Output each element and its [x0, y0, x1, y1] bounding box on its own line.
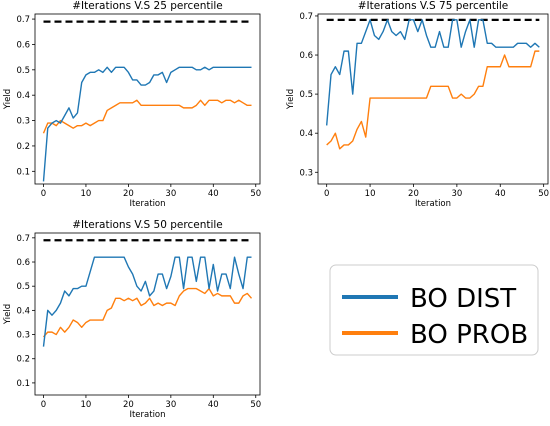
x-tick-label: 30: [165, 189, 176, 199]
y-tick-label: 0.7: [16, 234, 30, 244]
y-tick-label: 0.4: [16, 91, 30, 101]
x-axis-label: Iteration: [129, 199, 165, 209]
legend-label-bo-prob: BO PROB: [410, 320, 528, 350]
chart-title: #Iterations V.S 50 percentile: [72, 219, 223, 231]
y-tick-label: 0.3: [16, 117, 30, 127]
plot-frame: [317, 13, 549, 185]
x-axis-label: Iteration: [129, 410, 165, 420]
y-tick-label: 0.1: [16, 379, 30, 389]
y-tick-label: 0.2: [16, 355, 30, 365]
x-tick-label: 50: [538, 189, 549, 199]
x-tick-label: 40: [208, 400, 219, 410]
x-tick-label: 0: [324, 189, 329, 199]
y-tick-label: 0.7: [299, 12, 313, 22]
y-tick-label: 0.6: [299, 51, 313, 61]
x-tick-label: 20: [123, 400, 134, 410]
y-axis-label: Yield: [286, 89, 296, 110]
x-tick-label: 30: [451, 189, 462, 199]
y-tick-label: 0.5: [16, 66, 30, 76]
series-line-bo-prob: [42, 287, 253, 338]
y-tick-label: 0.4: [16, 306, 30, 316]
x-tick-label: 20: [408, 189, 419, 199]
y-tick-label: 0.3: [299, 168, 313, 178]
x-tick-label: 0: [41, 189, 46, 199]
x-tick-label: 0: [41, 400, 46, 410]
y-tick-label: 0.3: [16, 331, 30, 341]
y-tick-label: 0.6: [16, 258, 30, 268]
series-line-bo-dist: [42, 256, 252, 347]
series-line-bo-dist: [325, 19, 540, 126]
y-axis-label: Yield: [3, 89, 13, 110]
plot-frame: [34, 232, 261, 396]
legend: BO DIST BO PROB: [329, 264, 539, 356]
y-tick-label: 0.5: [299, 90, 313, 100]
legend-label-bo-dist: BO DIST: [410, 284, 516, 314]
chart-panel-2: #Iterations V.S 75 percentile 0 10 20 30 40 50…: [286, 0, 549, 209]
y-tick-label: 0.7: [16, 15, 30, 25]
series-line-bo-prob: [42, 99, 252, 134]
chart-title: #Iterations V.S 25 percentile: [72, 0, 223, 12]
x-tick-label: 40: [208, 189, 219, 199]
y-tick-label: 0.4: [299, 129, 313, 139]
series-line-bo-prob: [326, 50, 540, 150]
y-tick-label: 0.2: [16, 142, 30, 152]
x-tick-label: 30: [165, 400, 176, 410]
x-tick-label: 40: [495, 189, 506, 199]
x-tick-label: 20: [123, 189, 134, 199]
y-tick-label: 0.6: [16, 40, 30, 50]
chart-title: #Iterations V.S 75 percentile: [358, 0, 509, 12]
x-tick-label: 10: [81, 189, 92, 199]
x-tick-label: 50: [250, 400, 261, 410]
x-axis-label: Iteration: [415, 199, 451, 209]
chart-panel-3: #Iterations V.S 50 percentile 0 10 20 30 40 50…: [3, 219, 261, 420]
y-tick-label: 0.1: [16, 167, 30, 177]
x-tick-label: 10: [81, 400, 92, 410]
y-axis-label: Yield: [3, 304, 13, 325]
plot-frame: [34, 13, 261, 185]
chart-panel-1: #Iterations V.S 25 percentile 0 10 20 30 40 50…: [3, 0, 261, 209]
y-tick-label: 0.5: [16, 282, 30, 292]
x-tick-label: 50: [250, 189, 261, 199]
x-tick-label: 10: [365, 189, 376, 199]
series-line-bo-dist: [42, 66, 252, 182]
